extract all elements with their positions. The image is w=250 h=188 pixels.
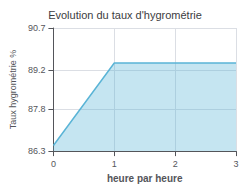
svg-text:1: 1	[112, 159, 117, 169]
svg-text:90.7: 90.7	[28, 23, 46, 33]
svg-text:89.2: 89.2	[28, 65, 46, 75]
svg-text:3: 3	[233, 159, 238, 169]
svg-text:Evolution du taux d'hygrométri: Evolution du taux d'hygrométrie	[48, 9, 202, 21]
svg-text:2: 2	[173, 159, 178, 169]
svg-text:heure par heure: heure par heure	[107, 173, 183, 184]
svg-text:87.8: 87.8	[28, 104, 46, 114]
svg-text:86.3: 86.3	[28, 146, 46, 156]
svg-text:Taux hygrométrie %: Taux hygrométrie %	[8, 50, 18, 130]
svg-text:0: 0	[51, 159, 56, 169]
